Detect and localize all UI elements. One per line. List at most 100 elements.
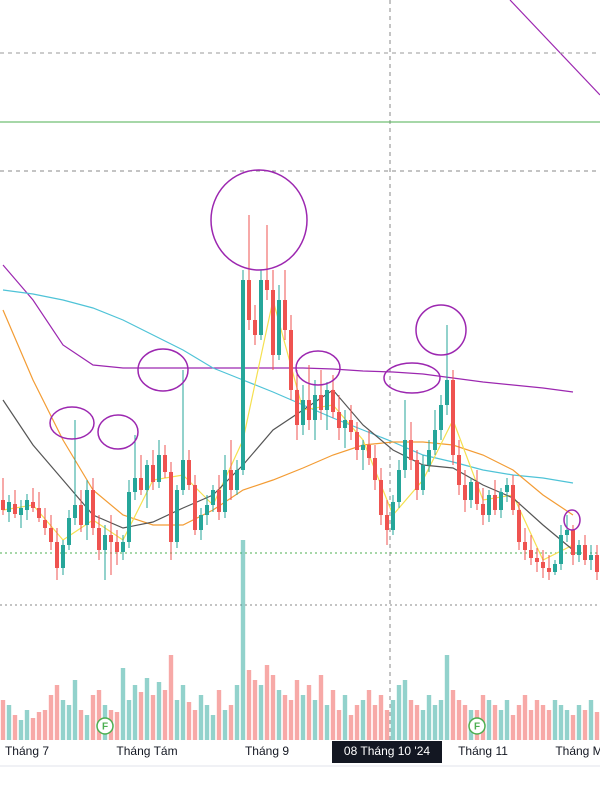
volume-bar [30, 718, 36, 740]
volume-bar [510, 715, 516, 740]
candle-body [433, 430, 437, 450]
candle-body [241, 280, 245, 470]
volume-bar [438, 700, 444, 740]
candle-body [91, 490, 95, 528]
volume-bar [276, 690, 282, 740]
candle-body [13, 504, 17, 514]
candle-body [169, 472, 173, 542]
volume-bar [504, 700, 510, 740]
candle-body [259, 280, 263, 335]
volume-bar [330, 690, 336, 740]
candle-body [277, 300, 281, 355]
circle [97, 414, 139, 450]
candle-body [283, 300, 287, 330]
circle [415, 304, 467, 356]
candle-body [337, 412, 341, 428]
candle-body [61, 545, 65, 568]
volume-bar [516, 705, 522, 740]
annotations [49, 169, 581, 531]
candle-body [397, 470, 401, 502]
volume-bar [156, 682, 162, 740]
candle-body [109, 535, 113, 542]
candle-body [427, 450, 431, 465]
volume-bar [402, 680, 408, 740]
candle-body [475, 482, 479, 504]
candle-body [349, 420, 353, 432]
crosshair-label: 08 Tháng 10 '24 [344, 744, 430, 758]
candle-body [205, 505, 209, 515]
volume-bar [522, 695, 528, 740]
candle-body [469, 482, 473, 500]
volume-bar [162, 690, 168, 740]
volume-bar [228, 705, 234, 740]
volume-bar [306, 685, 312, 740]
volume-bar [42, 710, 48, 740]
candle-body [235, 470, 239, 490]
volume-bar [60, 700, 66, 740]
volume-bar [444, 655, 450, 740]
volume-bar [264, 665, 270, 740]
volume-bar [234, 685, 240, 740]
volume-bar [138, 692, 144, 740]
candle-body [67, 518, 71, 545]
candle-body [421, 465, 425, 490]
circle [137, 348, 189, 392]
volume-bar [36, 712, 42, 740]
candle-body [565, 530, 569, 535]
volume-bar [546, 710, 552, 740]
candle-body [7, 502, 11, 512]
event-badge [96, 717, 114, 735]
event-label: F [102, 722, 108, 733]
candle-body [175, 490, 179, 542]
event-label: F [474, 722, 480, 733]
candle-body [145, 465, 149, 490]
candle-body [481, 504, 485, 515]
volume-bar [456, 700, 462, 740]
ma-line [2, 264, 574, 393]
candle-body [43, 520, 47, 528]
volume-bar [96, 690, 102, 740]
candle-body [517, 510, 521, 542]
candle-body [265, 280, 269, 290]
candle-body [121, 542, 125, 552]
volume-bar [372, 705, 378, 740]
candle-body [505, 485, 509, 492]
candle-body [463, 485, 467, 500]
volume-bar [168, 655, 174, 740]
candle-body [247, 280, 251, 320]
candle-body [223, 470, 227, 512]
volume-bar [270, 675, 276, 740]
candle-body [313, 395, 317, 420]
volume-bar [348, 715, 354, 740]
candle-body [193, 485, 197, 530]
circle [295, 350, 341, 386]
candle-body [439, 405, 443, 430]
volume-bar [192, 710, 198, 740]
candle-body [499, 492, 503, 510]
x-tick-label: Tháng 11 [458, 744, 508, 758]
candle-body [559, 535, 563, 564]
volume-bar [12, 715, 18, 740]
volume-bar [66, 705, 72, 740]
candle-body [355, 432, 359, 450]
volume-bar [594, 712, 600, 740]
candle-body [403, 440, 407, 470]
volume-bar [588, 700, 594, 740]
volume-bar [84, 715, 90, 740]
candle-body [127, 492, 131, 542]
candle-body [151, 465, 155, 482]
candle-body [493, 495, 497, 510]
candle-body [31, 502, 35, 508]
volume-bar [18, 720, 24, 740]
x-tick-label: Tháng M [555, 744, 600, 758]
trend-line [509, 0, 600, 96]
volume-bar [408, 700, 414, 740]
candle-body [511, 485, 515, 510]
candle-body [25, 500, 29, 510]
volume-bar [90, 695, 96, 740]
volume-bar [564, 710, 570, 740]
volume-bar [498, 710, 504, 740]
candle-body [85, 490, 89, 525]
